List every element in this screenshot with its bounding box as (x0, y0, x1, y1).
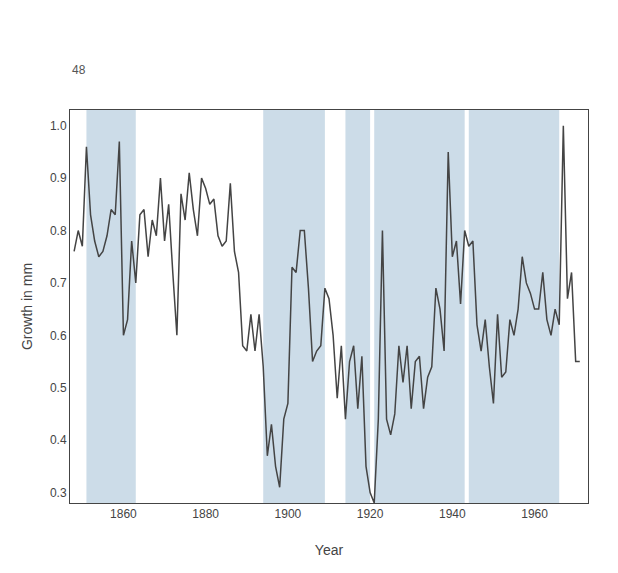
svg-text:0.6: 0.6 (50, 329, 67, 343)
svg-text:Year: Year (315, 542, 344, 558)
svg-text:0.7: 0.7 (50, 276, 67, 290)
svg-text:0.5: 0.5 (50, 381, 67, 395)
svg-text:1900: 1900 (275, 507, 302, 521)
svg-text:Growth in mm: Growth in mm (19, 263, 35, 350)
svg-text:1960: 1960 (521, 507, 548, 521)
svg-text:0.4: 0.4 (50, 433, 67, 447)
svg-text:0.3: 0.3 (50, 486, 67, 500)
svg-text:1920: 1920 (357, 507, 384, 521)
svg-text:1.0: 1.0 (50, 119, 67, 133)
svg-text:1880: 1880 (192, 507, 219, 521)
svg-text:1860: 1860 (110, 507, 137, 521)
svg-text:0.9: 0.9 (50, 171, 67, 185)
svg-text:1940: 1940 (439, 507, 466, 521)
svg-text:0.8: 0.8 (50, 224, 67, 238)
svg-text:48: 48 (72, 63, 86, 77)
